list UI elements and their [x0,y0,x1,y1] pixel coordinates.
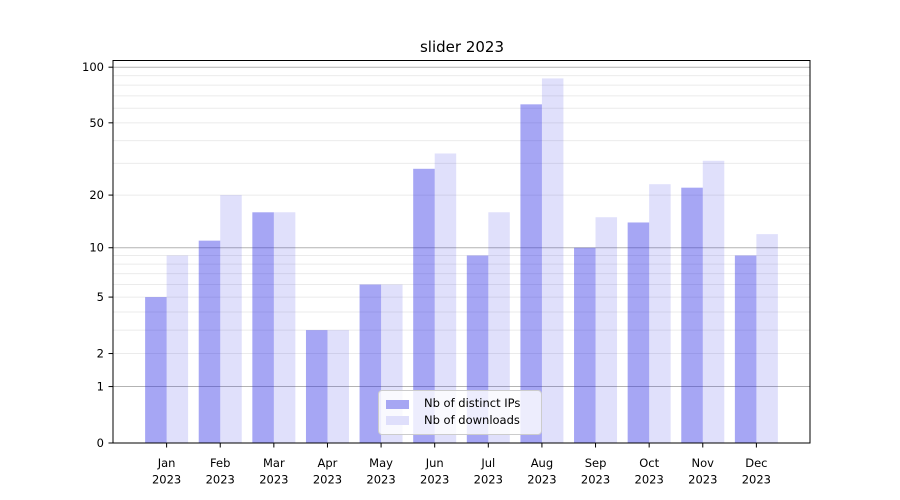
legend-label-distinct-ips: Nb of distinct IPs [424,396,521,411]
x-tick-label: Sep 2023 [581,456,610,487]
bar-downloads [702,160,725,444]
legend-item: Nb of downloads [386,415,537,427]
bar-distinct-ips [252,212,274,443]
x-tick-label: Dec 2023 [742,456,771,487]
bar-downloads [220,195,242,443]
bar-distinct-ips [734,255,757,443]
bars [145,78,778,444]
bar-distinct-ips [198,240,221,443]
chart-title: slider 2023 [420,38,504,56]
bar-downloads [541,78,564,444]
y-tick-label: 100 [82,60,104,74]
legend-swatch-distinct-ips [386,399,409,409]
bar-distinct-ips [520,104,542,444]
bar-downloads [649,184,671,443]
legend-swatch-downloads [386,416,409,426]
bar-downloads [488,212,510,443]
bar-downloads [595,217,618,443]
bar-distinct-ips [681,187,703,443]
legend-label-downloads: Nb of downloads [424,413,520,428]
y-tick-label: 20 [89,188,104,202]
legend-item: Nb of distinct IPs [386,398,537,410]
y-tick-label: 50 [89,116,104,130]
bar-distinct-ips [574,247,596,443]
bar-downloads [166,255,189,443]
gridlines [113,66,810,388]
bar-distinct-ips [413,168,435,444]
x-tick-label: May 2023 [366,456,395,487]
legend: Nb of distinct IPs Nb of downloads [378,390,542,435]
bar-downloads [273,212,296,443]
x-tick-label: Aug 2023 [527,456,556,487]
bar-downloads [756,234,778,443]
plot-border [112,60,811,444]
bar-distinct-ips [359,284,382,443]
x-tick-label: Oct 2023 [635,456,664,487]
y-tick-label: 1 [97,380,104,394]
bar-distinct-ips [145,297,167,443]
x-tick-label: Mar 2023 [259,456,288,487]
y-tick-label: 5 [97,290,104,304]
y-tick-label: 2 [97,347,104,361]
bar-distinct-ips [305,330,328,443]
bar-downloads [434,153,457,443]
x-tick-label: Apr 2023 [313,456,342,487]
x-tick-label: Jul 2023 [474,456,503,487]
x-tick-label: Jun 2023 [420,456,449,487]
x-tick-label: Nov 2023 [688,456,717,487]
x-tick-label: Feb 2023 [206,456,235,487]
y-tick-label: 10 [89,241,104,255]
y-tick-label: 0 [97,436,104,450]
x-tick-label: Jan 2023 [152,456,181,487]
bar-distinct-ips [627,222,650,443]
bar-downloads [327,330,349,443]
